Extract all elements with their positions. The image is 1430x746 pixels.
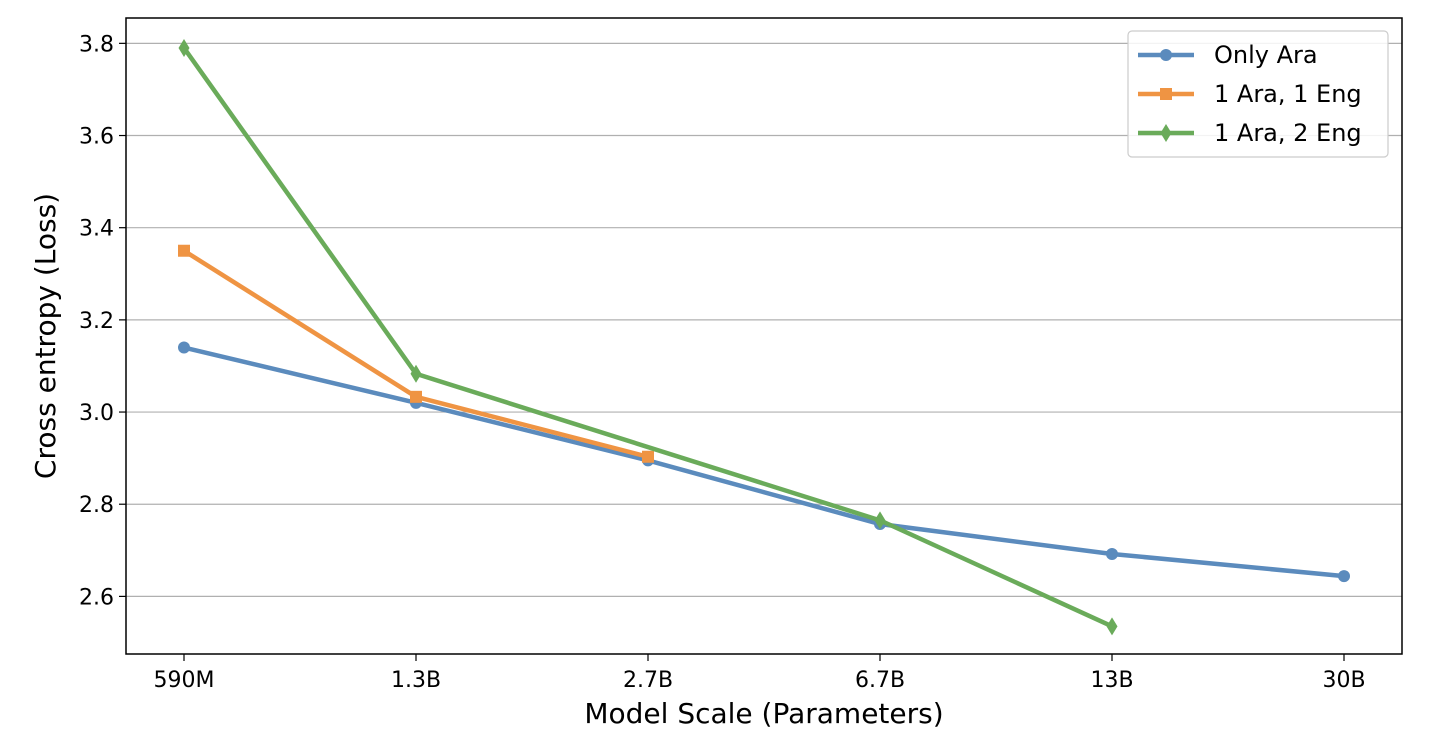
series-line	[181, 45, 1115, 629]
series-3	[178, 38, 1118, 636]
series-2	[178, 244, 654, 463]
data-point	[410, 390, 422, 403]
y-axis-title: Cross entropy (Loss)	[29, 193, 62, 479]
data-point	[178, 244, 190, 257]
series-group	[178, 38, 1350, 636]
data-point	[1338, 570, 1350, 583]
legend: Only Ara 1 Ara, 1 Eng 1 Ara, 2 Eng	[1127, 30, 1389, 158]
grid-lines	[126, 42, 1402, 597]
legend-marker	[1160, 124, 1172, 142]
y-tick-label: 3.4	[79, 217, 114, 242]
y-tick-label: 2.8	[79, 493, 114, 518]
legend-label: 1 Ara, 2 Eng	[1214, 119, 1362, 147]
x-tick-label: 590M	[154, 668, 215, 693]
x-axis-title: Model Scale (Parameters)	[584, 697, 943, 730]
y-tick-label: 3.6	[79, 125, 114, 150]
plot-frame	[125, 17, 1403, 655]
legend-item: Only Ara	[1138, 41, 1318, 69]
data-point	[1106, 617, 1118, 636]
x-tick-label: 30B	[1322, 668, 1365, 693]
x-axis: 590M 1.3B 2.7B 6.7B 13B 30B	[154, 654, 1366, 693]
data-point	[1106, 547, 1118, 560]
legend-marker	[1160, 49, 1172, 61]
x-tick-label: 6.7B	[855, 668, 905, 693]
legend-label: Only Ara	[1214, 41, 1318, 69]
data-point	[410, 364, 422, 383]
x-tick-label: 13B	[1090, 668, 1133, 693]
y-tick-label: 3.0	[79, 401, 114, 426]
data-point	[642, 450, 654, 463]
y-tick-label: 3.8	[79, 32, 114, 57]
y-tick-label: 2.6	[79, 585, 114, 610]
legend-item: 1 Ara, 2 Eng	[1138, 119, 1362, 147]
x-tick-label: 1.3B	[391, 668, 441, 693]
data-point	[178, 38, 190, 57]
data-point	[178, 341, 190, 354]
y-axis: 2.6 2.8 3.0 3.2 3.4 3.6 3.8	[79, 32, 126, 610]
series-line	[181, 345, 1347, 579]
y-tick-label: 3.2	[79, 309, 114, 334]
legend-box	[1127, 30, 1389, 158]
legend-label: 1 Ara, 1 Eng	[1214, 80, 1362, 108]
legend-marker	[1160, 88, 1172, 100]
x-tick-label: 2.7B	[623, 668, 673, 693]
legend-item: 1 Ara, 1 Eng	[1138, 80, 1362, 108]
series-1	[178, 341, 1350, 583]
data-point	[874, 511, 886, 530]
